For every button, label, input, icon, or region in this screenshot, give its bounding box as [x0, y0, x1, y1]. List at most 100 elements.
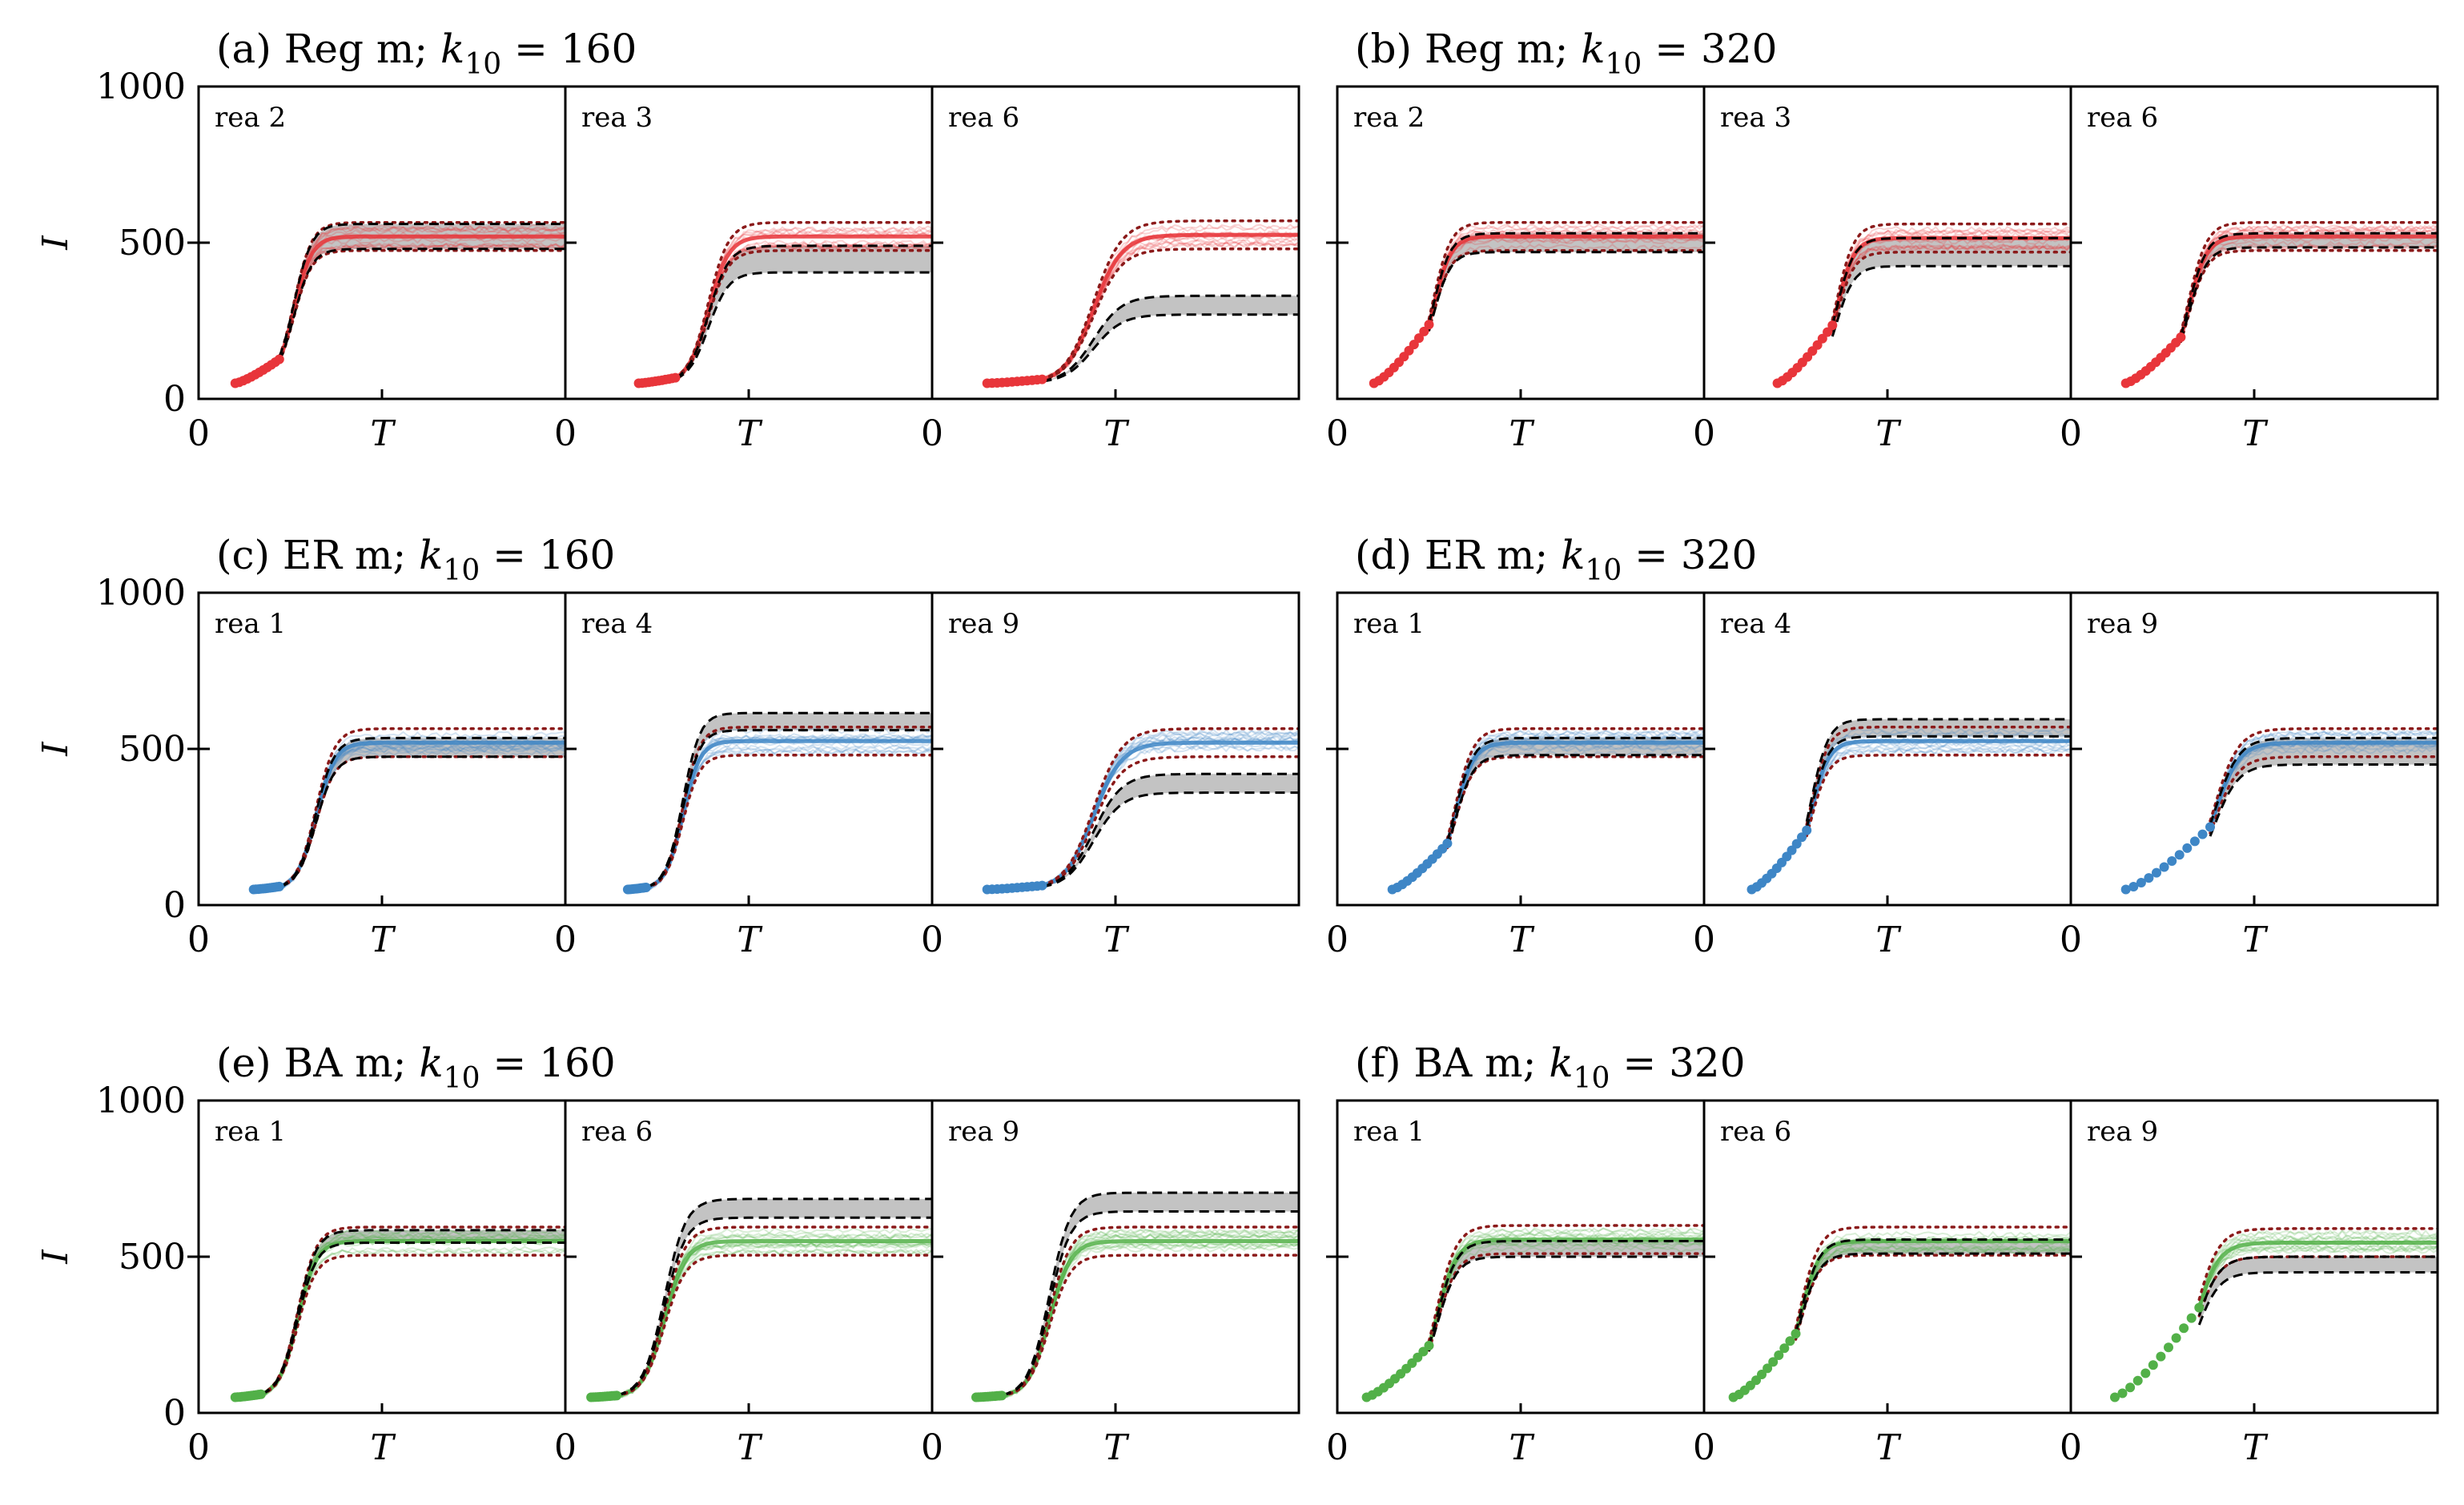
observed-point — [2186, 1313, 2197, 1323]
observed-point — [1424, 320, 1434, 330]
lower-envelope-dashed — [279, 755, 565, 888]
panel-plot-area — [2120, 220, 2438, 388]
realization-label: rea 4 — [581, 608, 653, 640]
realization-label: rea 1 — [1353, 608, 1425, 640]
x-tick-zero: 0 — [1693, 413, 1715, 454]
upper-bound-dotted — [1831, 222, 2071, 321]
realization-line — [674, 243, 932, 381]
x-axis-label: T — [1509, 413, 1535, 454]
realization-line — [1041, 730, 1299, 889]
realization-line — [1831, 244, 2071, 328]
observed-point — [2128, 882, 2139, 891]
lower-envelope-dashed — [645, 729, 932, 889]
prediction-band — [675, 245, 932, 380]
observed-point — [1037, 374, 1047, 384]
realization-line — [1831, 227, 2071, 322]
lower-envelope-dashed — [2179, 246, 2438, 341]
realization-line — [1446, 733, 1704, 841]
lower-bound-dotted — [1794, 1253, 2071, 1341]
y-axis-label: I — [35, 1249, 76, 1265]
observed-point — [670, 372, 681, 383]
title-k: k — [1581, 26, 1605, 72]
upper-envelope-dashed — [1445, 736, 1704, 843]
realization-line — [279, 742, 565, 888]
observed-point — [2136, 878, 2146, 887]
panel-d-2: rea 4 0 T — [1693, 591, 2072, 960]
prediction-band — [2181, 233, 2438, 341]
observed-point — [2164, 1342, 2173, 1353]
realization-line — [2180, 223, 2438, 337]
realization-line — [2198, 1238, 2438, 1308]
observed-point — [1797, 832, 1807, 843]
title-value: = 160 — [480, 1040, 616, 1086]
observed-point — [255, 1389, 266, 1399]
upper-bound-dotted — [2197, 1227, 2438, 1302]
x-axis-label: T — [1509, 919, 1535, 960]
y-axis-label: I — [35, 741, 76, 757]
subplot-title: (f) BA m; k10 = 320 — [1355, 1040, 1746, 1095]
panel-plot-area — [1747, 718, 2071, 895]
observed-point — [1802, 825, 1812, 835]
observed-point — [1424, 1341, 1434, 1350]
title-k-subscript: 10 — [444, 1062, 480, 1095]
observed-point — [1817, 333, 1827, 344]
y-tick-label: 0 — [163, 379, 186, 420]
realization-line — [2180, 240, 2438, 338]
observed-point — [641, 883, 651, 892]
realization-line — [2198, 1245, 2438, 1314]
panel-plot-area — [633, 220, 932, 388]
y-tick-label: 500 — [119, 223, 186, 264]
observed-point — [1757, 1370, 1767, 1379]
realization-label: rea 6 — [2087, 102, 2158, 134]
realization-label: rea 4 — [1720, 608, 1791, 640]
mean-forecast-line — [277, 234, 565, 360]
upper-envelope-dashed — [2179, 231, 2438, 337]
upper-envelope-dashed — [260, 1229, 565, 1395]
observed-point — [2159, 862, 2169, 872]
x-axis-label: T — [737, 413, 763, 454]
subplot-title: (e) BA m; k10 = 160 — [216, 1040, 616, 1095]
lower-envelope-dashed — [278, 247, 565, 362]
realization-line — [2180, 235, 2438, 340]
observed-point — [1414, 333, 1424, 344]
x-tick-zero: 0 — [1326, 919, 1349, 960]
title-k-subscript: 10 — [443, 554, 480, 587]
lower-bound-dotted — [615, 1253, 932, 1398]
mean-forecast-line — [2178, 234, 2438, 338]
prediction-band — [1795, 1239, 2071, 1339]
y-tick-label: 0 — [163, 1393, 186, 1434]
realization-line — [1428, 243, 1704, 332]
realization-line — [279, 742, 565, 887]
realization-line — [1428, 228, 1704, 324]
x-axis-label: T — [737, 1427, 763, 1468]
realization-line — [278, 225, 565, 357]
lower-envelope-dashed — [1428, 251, 1704, 332]
observed-point — [1791, 839, 1802, 849]
realization-line — [278, 227, 565, 358]
upper-envelope-dashed — [2197, 1255, 2438, 1317]
subplot-title: (c) ER m; k10 = 160 — [216, 532, 615, 587]
lower-bound-dotted — [1445, 755, 1704, 850]
upper-envelope-dashed — [674, 244, 932, 380]
observed-point — [612, 1390, 622, 1401]
x-axis-label: T — [1103, 413, 1130, 454]
realization-line — [1831, 228, 2071, 326]
mean-forecast-line — [674, 234, 932, 380]
realization-line — [2209, 747, 2438, 830]
lower-bound-dotted — [673, 249, 932, 380]
realization-line — [1831, 244, 2071, 329]
panel-plot-area — [230, 1225, 565, 1402]
realization-line — [645, 733, 932, 891]
realization-line — [1806, 730, 2071, 831]
realization-line — [1446, 741, 1704, 847]
title-prefix: (f) BA m; — [1355, 1040, 1549, 1086]
upper-bound-dotted — [615, 1225, 932, 1397]
realization-line — [279, 738, 565, 890]
x-tick-zero: 0 — [1326, 413, 1349, 454]
mean-forecast-line — [2208, 740, 2438, 828]
realization-line — [1795, 1244, 2071, 1339]
observed-point — [1785, 1336, 1795, 1346]
observed-point — [1823, 327, 1833, 337]
